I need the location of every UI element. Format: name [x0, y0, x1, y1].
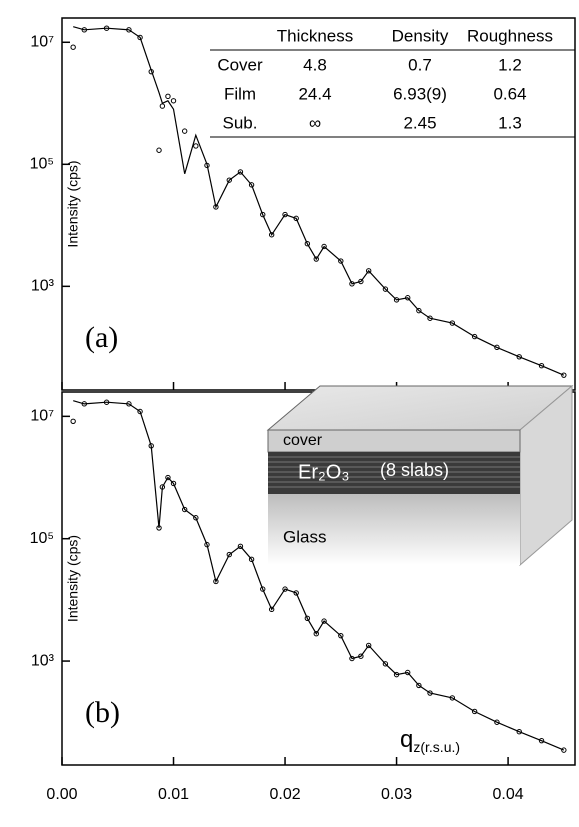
cover-label: cover	[283, 432, 323, 449]
data-point	[494, 344, 500, 351]
data-point	[313, 631, 319, 637]
data-point	[268, 232, 275, 238]
x-tick-label: 0.00	[46, 786, 77, 803]
data-point	[538, 737, 545, 744]
y-tick-label: 10⁷	[30, 408, 54, 425]
data-point	[260, 586, 266, 592]
data-point	[516, 729, 522, 735]
data-point	[165, 93, 171, 100]
data-point	[471, 333, 478, 340]
data-point	[416, 307, 422, 314]
data-point	[165, 474, 171, 481]
data-point	[365, 642, 372, 649]
data-point	[561, 372, 567, 378]
data-point	[282, 211, 288, 218]
data-point	[70, 44, 76, 50]
data-point	[365, 268, 372, 274]
data-point	[181, 128, 188, 134]
table-cell: 0.7	[408, 55, 432, 74]
x-tick-label: 0.02	[269, 786, 300, 803]
table-cell: 1.3	[498, 113, 522, 132]
y-tick-label: 10⁵	[30, 530, 54, 547]
data-point	[321, 243, 327, 250]
data-point	[181, 506, 188, 513]
data-point	[494, 719, 500, 725]
data-point	[416, 682, 422, 689]
table-cell: 2.45	[403, 113, 436, 132]
data-point	[313, 256, 319, 262]
y-tick-label: 10³	[31, 278, 55, 295]
table-header: Density	[392, 26, 449, 45]
data-point	[193, 143, 199, 149]
film-label: Er₂O₃	[298, 461, 349, 483]
y-axis-label: Intensity (cps)	[65, 160, 81, 247]
table-row-label: Cover	[217, 55, 263, 74]
data-point	[159, 103, 166, 109]
slab-lines	[268, 456, 520, 488]
data-point	[193, 515, 199, 521]
table-header: Thickness	[277, 26, 354, 45]
fit-line	[73, 400, 565, 751]
data-point	[471, 708, 478, 715]
data-point	[338, 258, 344, 264]
data-point	[382, 286, 389, 292]
data-point	[304, 615, 311, 621]
data-point	[237, 169, 244, 175]
x-label-sub: z(r.s.u.)	[413, 739, 460, 755]
y-tick-label: 10⁵	[30, 156, 54, 173]
x-axis-label: qz(r.s.u.)	[400, 726, 460, 754]
panel-label: (a)	[85, 321, 118, 354]
glass-label: Glass	[283, 527, 326, 546]
inset-diagram: cover Er₂O₃ (8 slabs) Glass	[266, 384, 574, 567]
data-point	[516, 354, 522, 360]
x-tick-label: 0.01	[158, 786, 189, 803]
table-row-label: Sub.	[223, 113, 258, 132]
table-cell: 6.93(9)	[393, 84, 447, 103]
data-point	[304, 240, 311, 247]
x-tick-label: 0.04	[493, 786, 524, 803]
y-tick-label: 10⁷	[30, 33, 54, 50]
data-point	[321, 618, 327, 624]
slabs-label: (8 slabs)	[380, 460, 449, 480]
data-point	[248, 182, 255, 188]
data-point	[561, 747, 567, 753]
data-point	[137, 408, 143, 415]
y-tick-label: 10³	[31, 652, 55, 669]
y-axis-label: Intensity (cps)	[65, 535, 81, 622]
data-point	[268, 606, 275, 613]
panel-label: (b)	[85, 696, 120, 729]
data-point	[170, 480, 177, 487]
data-point	[237, 543, 244, 550]
fit-line	[73, 26, 565, 376]
data-point	[170, 98, 177, 104]
data-point	[226, 551, 232, 558]
data-point	[338, 632, 344, 639]
data-point	[226, 177, 232, 183]
table-header: Roughness	[467, 26, 553, 45]
data-point	[70, 418, 76, 424]
table-cell: ∞	[309, 113, 321, 132]
table-cell: 1.2	[498, 55, 522, 74]
data-point	[156, 147, 162, 153]
data-point	[538, 363, 545, 369]
table-row-label: Film	[224, 84, 256, 103]
data-point	[293, 590, 299, 596]
table-cell: 0.64	[493, 84, 526, 103]
layer-top	[266, 385, 574, 431]
data-point	[382, 661, 389, 667]
data-point	[248, 556, 255, 563]
table-cell: 4.8	[303, 55, 327, 74]
data-point	[260, 211, 266, 218]
x-label-main: q	[400, 726, 413, 753]
x-tick-label: 0.03	[381, 786, 412, 803]
table-cell: 24.4	[298, 84, 331, 103]
data-point	[282, 586, 288, 592]
glass-layer	[268, 494, 520, 565]
data-point	[137, 34, 143, 41]
data-point	[293, 215, 299, 222]
